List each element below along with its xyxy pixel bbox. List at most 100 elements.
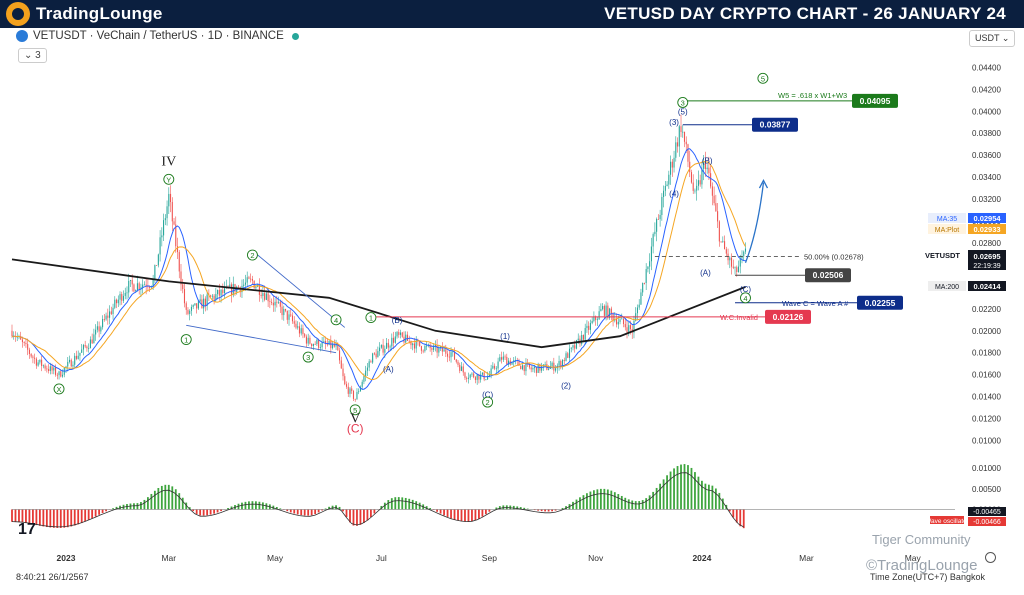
osc-bar (512, 505, 515, 510)
osc-bar (112, 508, 114, 510)
candle-body (739, 258, 741, 267)
y-tick-label: 0.04000 (972, 107, 1001, 116)
candle-body (122, 295, 125, 301)
candle-body (521, 365, 524, 370)
wave-label: 5 (761, 74, 765, 83)
candle-body (136, 283, 138, 291)
osc-bar (150, 493, 153, 510)
wave-label-circle (365, 312, 377, 324)
candle-body (74, 355, 76, 365)
candle-body (84, 345, 86, 347)
osc-bar (220, 509, 222, 512)
osc-bar (321, 509, 324, 511)
osc-bar (544, 509, 547, 512)
candle-body (419, 341, 421, 347)
candle-body (93, 334, 95, 344)
wave-label-circle (163, 173, 175, 185)
osc-bar (694, 472, 696, 510)
candle-body (708, 167, 710, 174)
osc-bar (216, 509, 219, 513)
candle-body (638, 304, 640, 308)
candle-body (664, 185, 666, 191)
candle-body (358, 391, 360, 393)
ma-value-badge (968, 281, 1006, 291)
candle-body (643, 282, 645, 284)
candle-body (676, 142, 679, 147)
candle-body (717, 211, 719, 222)
osc-bar (523, 507, 526, 510)
osc-bar (230, 506, 233, 510)
osc-bar (439, 509, 442, 514)
candle-body (53, 367, 55, 371)
candle-body (621, 318, 623, 320)
candle-body (213, 295, 215, 300)
candle-body (598, 311, 600, 320)
candle-body (584, 328, 586, 340)
osc-bar (91, 509, 94, 519)
brand-name: TradingLounge (36, 4, 163, 23)
y-tick-label: 0.03200 (972, 195, 1001, 204)
candle-body (622, 318, 625, 325)
osc-bar (289, 509, 292, 513)
candle-body (356, 392, 358, 400)
osc-bar (328, 506, 330, 510)
osc-bar (174, 489, 177, 510)
candle-body (380, 344, 382, 348)
candle-body (389, 346, 391, 348)
candle-body (720, 241, 722, 243)
candle-body (563, 359, 565, 361)
osc-bar (258, 501, 261, 510)
timezone-label[interactable]: Time Zone(UTC+7) Bangkok (870, 572, 985, 582)
osc-bar (300, 509, 303, 516)
candle-body (502, 356, 504, 360)
level-badge-label: 0.04095 (860, 96, 891, 106)
ma-name: MA:200 (935, 284, 959, 291)
candle-body (642, 282, 644, 293)
candle-body (265, 293, 267, 300)
candle-body (629, 325, 632, 330)
candle-body (673, 157, 675, 168)
candle-body (396, 332, 398, 337)
level-badge-label: 0.02506 (813, 270, 844, 280)
candle-body (326, 343, 328, 345)
level-badge-label: 0.02255 (865, 298, 896, 308)
wave-label-paren: (A) (700, 269, 711, 278)
osc-bar (70, 509, 73, 527)
candle-body (194, 303, 196, 306)
candle-body (325, 341, 327, 344)
candle-body (333, 344, 335, 347)
indicator-toggle[interactable]: ⌄ 3 (18, 48, 47, 63)
candle-body (178, 252, 180, 272)
candle-body (744, 248, 747, 252)
y-tick-label: 0.02200 (972, 305, 1001, 314)
candle-body (413, 343, 416, 349)
candle-body (302, 328, 304, 335)
candle-body (528, 363, 530, 368)
x-tick-label: Sep (482, 553, 497, 563)
osc-name-badge (930, 516, 964, 524)
osc-bar (474, 509, 477, 521)
gear-icon[interactable] (985, 552, 996, 563)
candle-body (730, 257, 733, 267)
osc-bar (516, 506, 519, 510)
currency-selector[interactable]: USDT ⌄ (969, 30, 1016, 47)
ma-value: 0.02954 (973, 214, 1001, 223)
candle-body (56, 374, 58, 376)
osc-bar (261, 502, 264, 510)
osc-bar (613, 492, 616, 510)
candle-body (485, 379, 487, 381)
candle-body (337, 344, 339, 351)
header-banner: TradingLounge VETUSD DAY CRYPTO CHART - … (0, 0, 1024, 28)
candle-body (154, 265, 156, 280)
candle-body (152, 279, 154, 287)
osc-bar (209, 509, 212, 515)
candle-body (185, 303, 187, 310)
osc-bar (457, 509, 459, 521)
candle-body (318, 339, 320, 348)
symbol-legend[interactable]: VETUSDT · VeChain / TetherUS · 1D · BINA… (16, 30, 299, 42)
candle-body (103, 319, 105, 320)
candle-body (701, 168, 703, 185)
candle-body (452, 351, 454, 353)
candle-body (589, 323, 591, 330)
